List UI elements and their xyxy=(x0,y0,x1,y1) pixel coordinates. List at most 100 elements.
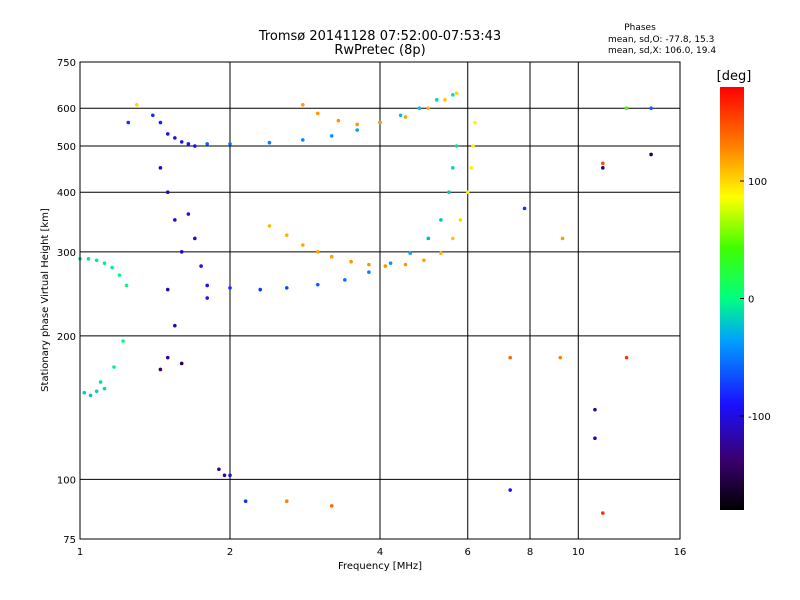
data-point xyxy=(329,504,334,508)
data-point xyxy=(267,224,272,228)
data-point xyxy=(383,264,388,268)
x-tick-label: 1 xyxy=(77,547,83,558)
data-point xyxy=(469,166,474,170)
data-point xyxy=(124,283,129,288)
data-point xyxy=(378,120,382,125)
x-tick-label: 2 xyxy=(227,547,233,558)
data-point xyxy=(465,190,470,195)
data-point xyxy=(158,367,163,372)
data-point xyxy=(134,103,139,107)
data-point xyxy=(355,128,359,132)
data-point xyxy=(301,103,305,107)
data-point xyxy=(329,254,334,259)
data-point xyxy=(315,282,320,287)
data-point xyxy=(558,355,563,360)
y-tick-label: 100 xyxy=(57,475,76,486)
x-tick-label: 6 xyxy=(465,547,471,558)
data-point xyxy=(258,287,263,292)
data-point xyxy=(228,473,232,478)
data-point xyxy=(186,142,191,146)
data-point xyxy=(117,273,122,277)
plot-frame xyxy=(79,61,681,540)
data-point xyxy=(422,258,426,263)
data-point xyxy=(267,140,272,145)
x-tick-label: 10 xyxy=(572,547,585,558)
data-point xyxy=(336,118,341,123)
data-point xyxy=(112,365,116,369)
data-point xyxy=(86,257,91,261)
data-point xyxy=(98,380,103,384)
y-tick-label: 500 xyxy=(57,142,76,153)
colorbar-tick-label: 100 xyxy=(748,177,767,188)
data-point xyxy=(426,106,431,111)
colorbar-ticks: 100 0 -100 xyxy=(740,177,771,423)
colorbar-tick-label: 0 xyxy=(748,295,754,306)
data-point xyxy=(560,236,565,241)
data-point xyxy=(217,467,221,472)
data-point xyxy=(165,355,170,360)
data-point xyxy=(434,97,439,102)
data-point xyxy=(301,138,305,142)
data-point xyxy=(417,106,422,111)
data-point xyxy=(447,190,451,195)
data-point xyxy=(471,144,475,148)
data-point xyxy=(179,361,184,366)
data-point xyxy=(222,473,227,478)
data-point xyxy=(398,113,403,118)
data-point xyxy=(508,488,512,492)
data-point xyxy=(443,97,447,102)
data-point xyxy=(110,265,114,270)
data-point xyxy=(179,140,184,144)
data-point xyxy=(473,120,477,125)
data-point xyxy=(88,393,93,398)
data-point xyxy=(126,120,131,125)
data-point xyxy=(284,286,289,290)
data-point xyxy=(458,218,463,222)
data-point xyxy=(158,120,163,125)
data-point xyxy=(173,218,177,222)
data-point xyxy=(228,286,232,290)
data-point xyxy=(205,142,209,146)
x-axis-label: Frequency [MHz] xyxy=(338,561,422,572)
data-point xyxy=(228,142,232,146)
data-point xyxy=(408,251,413,256)
x-tick-label: 8 xyxy=(527,547,533,558)
data-point xyxy=(522,206,527,211)
data-point xyxy=(199,264,203,268)
x-tick-label: 16 xyxy=(674,547,687,558)
data-point xyxy=(649,152,653,157)
data-point xyxy=(165,287,170,292)
data-point xyxy=(454,91,459,96)
data-point xyxy=(205,283,209,288)
data-point xyxy=(151,113,155,118)
data-point xyxy=(649,106,653,111)
y-tick-label: 600 xyxy=(57,104,76,115)
data-point xyxy=(301,243,305,247)
colorbar-label: [deg] xyxy=(717,69,752,84)
data-point xyxy=(601,511,605,515)
y-axis-label: Stationary phase Virtual Height [km] xyxy=(40,208,51,392)
data-point xyxy=(315,250,320,254)
y-tick-label: 400 xyxy=(57,188,76,199)
data-point xyxy=(601,161,605,166)
data-point xyxy=(355,122,359,127)
data-point xyxy=(173,136,177,140)
y-tick-label: 75 xyxy=(63,535,76,546)
data-point xyxy=(284,499,289,504)
data-point xyxy=(624,106,629,111)
data-point xyxy=(315,111,320,116)
data-point xyxy=(426,236,431,241)
data-points xyxy=(78,91,653,515)
data-point xyxy=(179,250,184,254)
data-point xyxy=(601,166,605,170)
data-point xyxy=(165,190,170,195)
data-point xyxy=(454,144,459,148)
data-point xyxy=(243,499,248,504)
data-point xyxy=(388,261,393,265)
data-point xyxy=(121,339,125,343)
data-point xyxy=(508,355,512,360)
data-point xyxy=(367,270,371,274)
y-tick-label: 300 xyxy=(57,248,76,259)
data-point xyxy=(343,278,347,282)
data-point xyxy=(624,355,629,360)
